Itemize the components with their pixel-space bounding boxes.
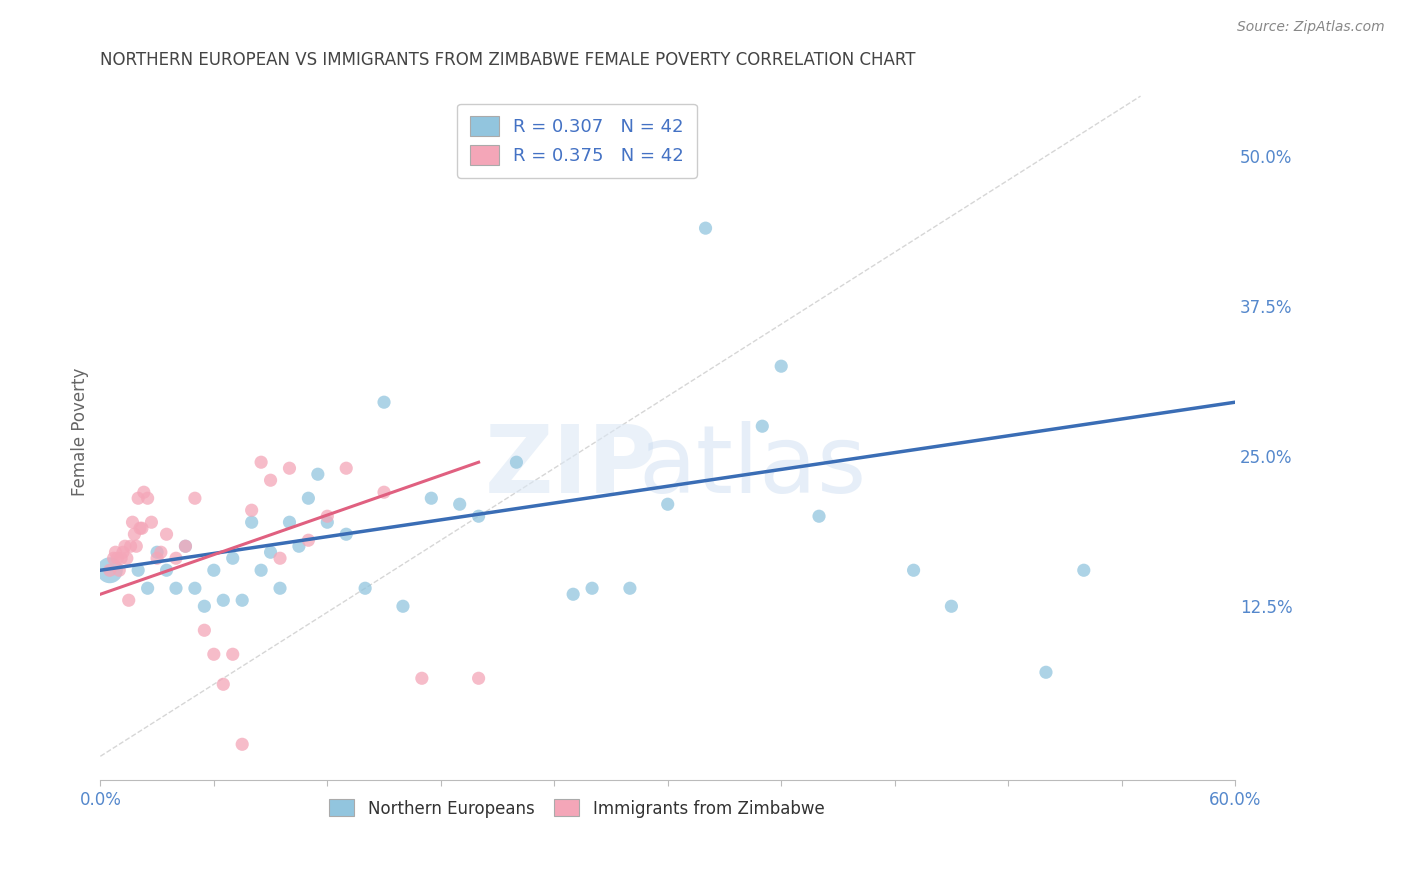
Point: [316, 515, 339, 529]
Point: [131, 521, 153, 535]
Point: [903, 563, 925, 577]
Point: [316, 509, 339, 524]
Point: [222, 647, 245, 661]
Point: [155, 563, 177, 577]
Point: [240, 515, 263, 529]
Point: [231, 593, 253, 607]
Point: [288, 539, 311, 553]
Point: [619, 581, 641, 595]
Text: NORTHERN EUROPEAN VS IMMIGRANTS FROM ZIMBABWE FEMALE POVERTY CORRELATION CHART: NORTHERN EUROPEAN VS IMMIGRANTS FROM ZIM…: [100, 51, 915, 69]
Point: [155, 527, 177, 541]
Point: [105, 551, 128, 566]
Point: [202, 563, 225, 577]
Point: [231, 737, 253, 751]
Point: [98, 563, 121, 577]
Point: [269, 551, 291, 566]
Point: [657, 497, 679, 511]
Y-axis label: Female Poverty: Female Poverty: [72, 368, 89, 497]
Point: [174, 539, 197, 553]
Point: [165, 551, 187, 566]
Point: [297, 533, 319, 548]
Point: [420, 491, 443, 506]
Point: [184, 581, 207, 595]
Point: [141, 515, 163, 529]
Point: [136, 581, 159, 595]
Point: [146, 551, 169, 566]
Point: [411, 671, 433, 685]
Point: [770, 359, 793, 374]
Point: [222, 551, 245, 566]
Point: [354, 581, 377, 595]
Point: [149, 545, 172, 559]
Point: [193, 599, 215, 614]
Point: [250, 563, 273, 577]
Point: [297, 491, 319, 506]
Point: [108, 563, 131, 577]
Point: [146, 545, 169, 559]
Point: [124, 527, 146, 541]
Point: [1073, 563, 1095, 577]
Text: Source: ZipAtlas.com: Source: ZipAtlas.com: [1237, 20, 1385, 34]
Point: [240, 503, 263, 517]
Point: [259, 545, 281, 559]
Point: [751, 419, 773, 434]
Point: [104, 545, 127, 559]
Point: [449, 497, 471, 511]
Point: [165, 581, 187, 595]
Point: [212, 677, 235, 691]
Point: [250, 455, 273, 469]
Point: [373, 485, 395, 500]
Point: [335, 461, 357, 475]
Point: [115, 551, 138, 566]
Point: [127, 491, 149, 506]
Point: [373, 395, 395, 409]
Point: [259, 473, 281, 487]
Point: [112, 545, 135, 559]
Point: [132, 485, 155, 500]
Point: [125, 539, 148, 553]
Point: [307, 467, 329, 482]
Point: [581, 581, 603, 595]
Point: [110, 551, 132, 566]
Point: [695, 221, 717, 235]
Point: [467, 509, 489, 524]
Point: [174, 539, 197, 553]
Point: [392, 599, 415, 614]
Point: [212, 593, 235, 607]
Point: [129, 521, 152, 535]
Point: [278, 461, 301, 475]
Point: [184, 491, 207, 506]
Point: [808, 509, 831, 524]
Point: [121, 515, 143, 529]
Point: [505, 455, 527, 469]
Point: [335, 527, 357, 541]
Point: [118, 593, 141, 607]
Point: [127, 563, 149, 577]
Point: [98, 563, 121, 577]
Legend: Northern Europeans, Immigrants from Zimbabwe: Northern Europeans, Immigrants from Zimb…: [323, 793, 831, 824]
Point: [114, 539, 136, 553]
Point: [941, 599, 963, 614]
Point: [103, 551, 125, 566]
Point: [269, 581, 291, 595]
Point: [278, 515, 301, 529]
Text: ZIP: ZIP: [485, 421, 658, 513]
Point: [467, 671, 489, 685]
Point: [202, 647, 225, 661]
Point: [193, 624, 215, 638]
Text: atlas: atlas: [638, 421, 868, 513]
Point: [1035, 665, 1057, 680]
Point: [136, 491, 159, 506]
Point: [562, 587, 585, 601]
Point: [120, 539, 142, 553]
